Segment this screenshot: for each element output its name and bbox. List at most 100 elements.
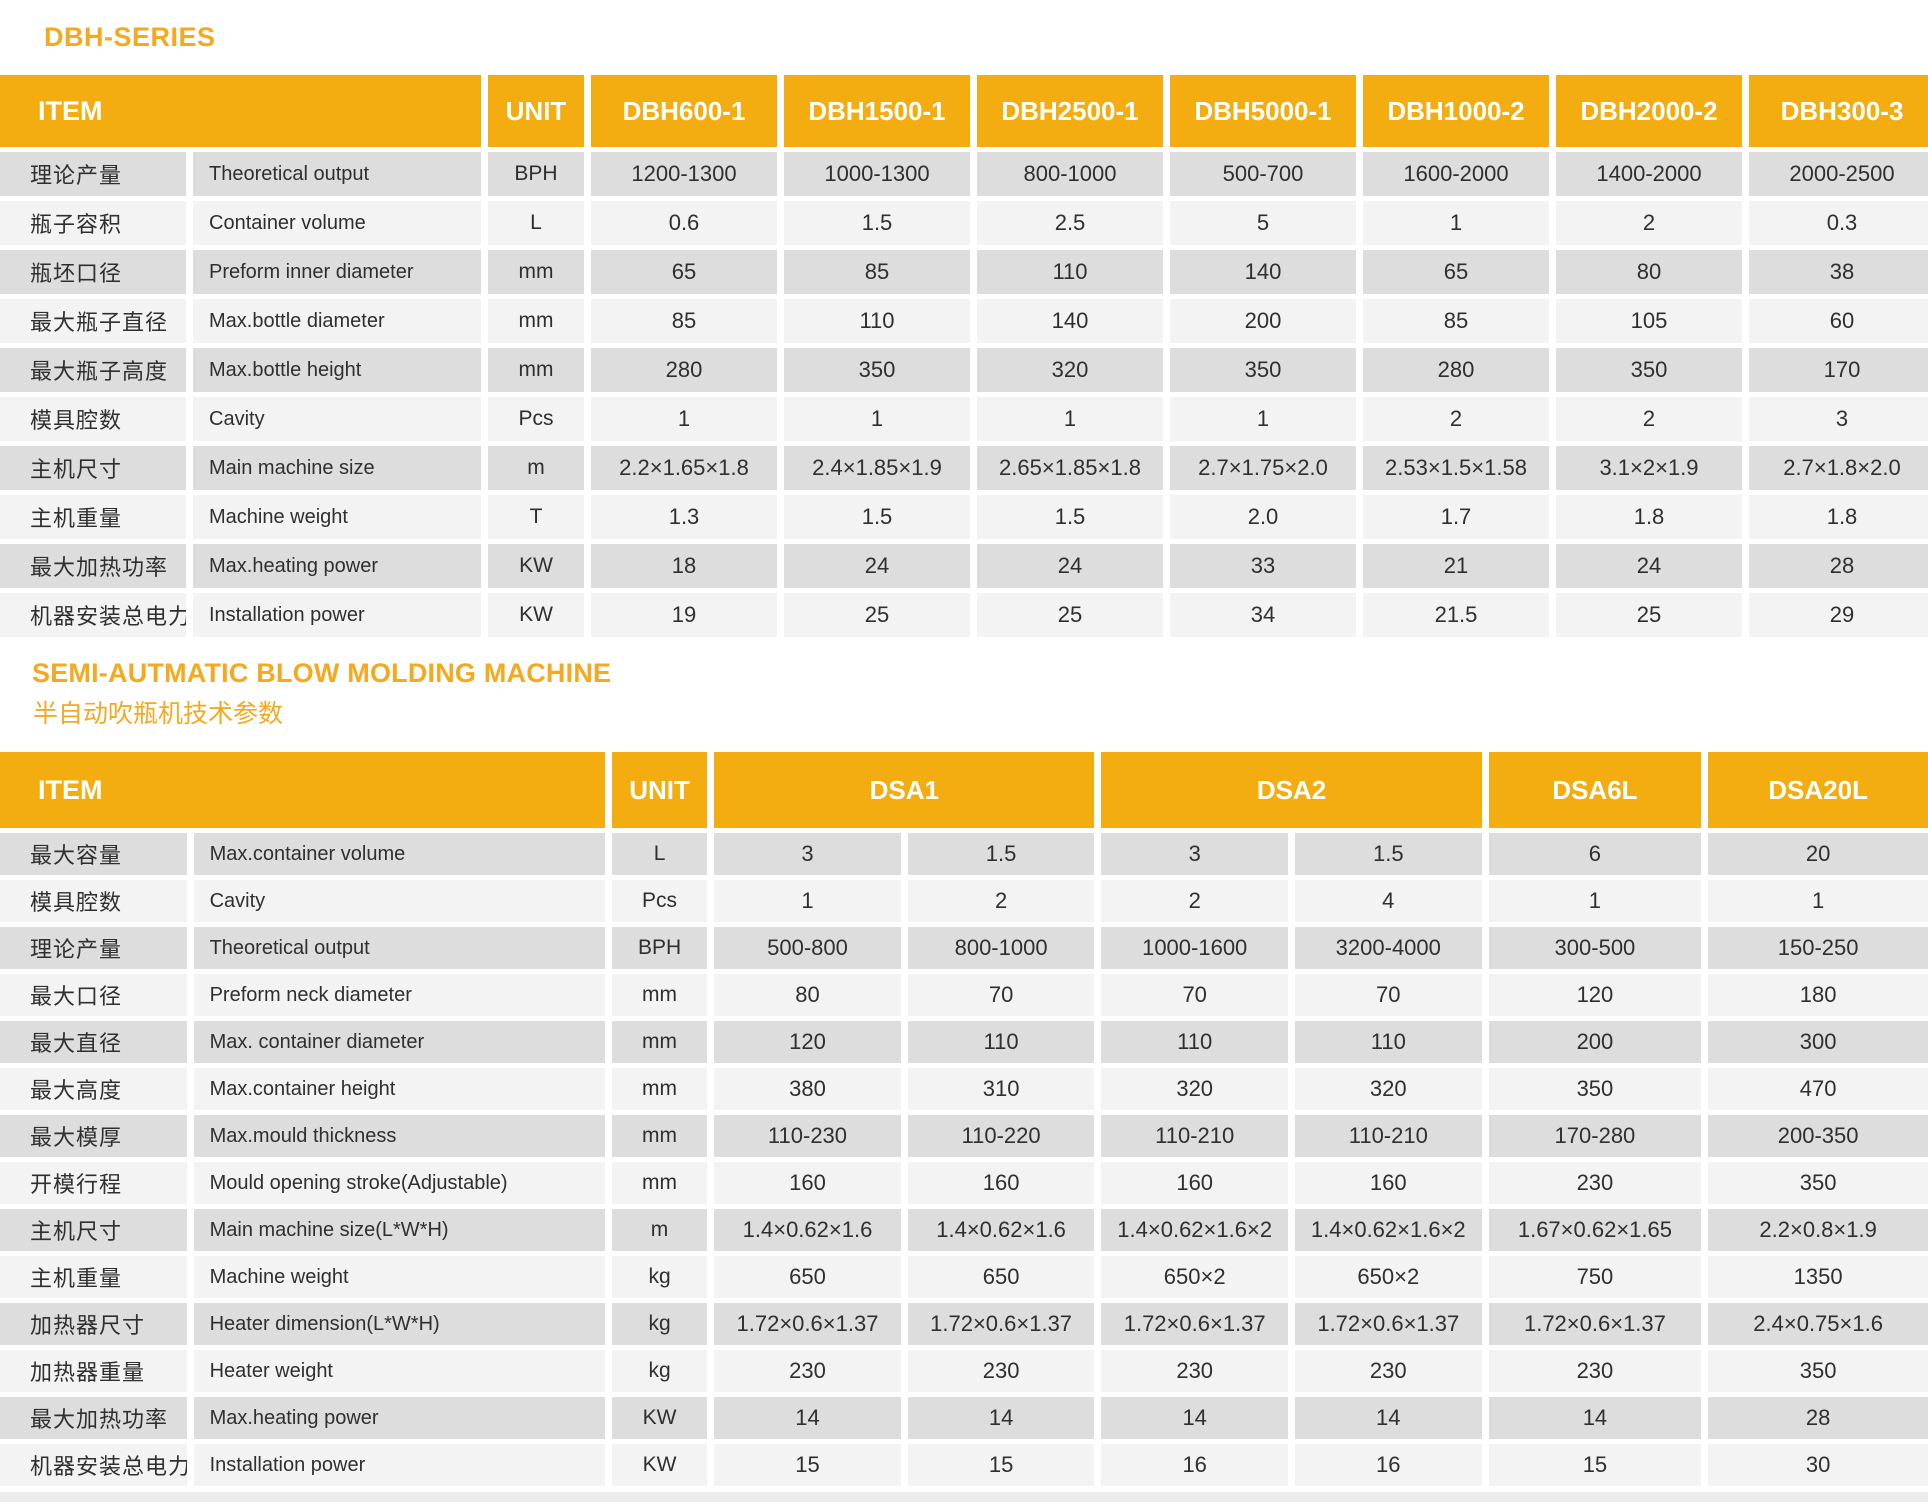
spec-value: 110-230 [714,1115,901,1157]
spec-row: 最大加热功率 Max.heating power KW 18 24 24 33 21 24 28 [0,544,1928,588]
spec-value: 1 [977,397,1163,441]
spec-value: 800-1000 [907,927,1095,969]
spec-value: 2 [1101,880,1288,922]
spec-value: 1.8 [1556,495,1742,539]
spec-value: 19 [591,593,777,637]
table1-body: 理论产量 Theoretical output BPH 1200-1300 1000-1… [0,152,1928,637]
spec-value: 750 [1488,1256,1702,1298]
row-unit: KW [488,593,584,637]
column-header-dsa2: DSA2 [1101,752,1482,828]
spec-value: 140 [977,299,1163,343]
spec-value: 24 [1556,544,1742,588]
spec-value: 18 [591,544,777,588]
row-label-en: Cavity [193,880,605,922]
row-label-cn: 最大口径 [0,974,187,1016]
spec-value: 24 [784,544,970,588]
row-label-en: Machine weight [193,495,481,539]
row-unit: mm [611,1162,708,1204]
table1-header-row: ITEM UNIT DBH600-1 DBH1500-1 DBH2500-1 DBH500… [0,75,1928,147]
spec-row: 主机重量 Machine weight T 1.3 1.5 1.5 2.0 1.7 1.8 1.8 [0,495,1928,539]
column-header-dbh2000-2: DBH2000-2 [1556,75,1742,147]
spec-row: 理论产量 Theoretical output BPH 1200-1300 1000-1… [0,152,1928,196]
row-label-en: Heater weight [193,1350,605,1392]
spec-value: 80 [1556,250,1742,294]
spec-value: 230 [1488,1350,1702,1392]
spec-value: 160 [1294,1162,1482,1204]
row-label-cn: 主机重量 [0,1256,187,1298]
spec-value: 28 [1749,544,1928,588]
row-unit: mm [611,974,708,1016]
row-unit: m [488,446,584,490]
spec-value: 0.3 [1749,201,1928,245]
spec-value: 5 [1170,201,1356,245]
spec-value: 1.67×0.62×1.65 [1488,1209,1702,1251]
row-label-cn: 模具腔数 [0,880,187,922]
spec-value: 110-210 [1294,1115,1482,1157]
spec-value: 2 [1556,397,1742,441]
spec-value: 3 [714,833,901,875]
spec-row: 瓶坯口径 Preform inner diameter mm 65 85 110 140 65… [0,250,1928,294]
spec-value: 1 [1363,201,1549,245]
row-label-cn: 最大容量 [0,833,187,875]
spec-value: 110 [784,299,970,343]
row-label-en: Max.container volume [193,833,605,875]
spec-value: 110 [977,250,1163,294]
spec-value: 310 [907,1068,1095,1110]
spec-value: 14 [1294,1397,1482,1439]
spec-value: 200-350 [1708,1115,1928,1157]
spec-value: 1350 [1708,1256,1928,1298]
spec-value: 110-220 [907,1115,1095,1157]
spec-value: 20 [1708,833,1928,875]
row-unit: mm [488,348,584,392]
spec-value: 300-500 [1488,927,1702,969]
row-label-en: Max.bottle diameter [193,299,481,343]
spec-value: 85 [591,299,777,343]
row-label-en: Max.container height [193,1068,605,1110]
row-label-en: Cavity [193,397,481,441]
spec-value: 24 [977,544,1163,588]
spec-value: 16 [1294,1444,1482,1486]
spec-row: 最大高度 Max.container height mm 380 310 320 320 35… [0,1068,1928,1110]
spec-value: 1.8 [1749,495,1928,539]
table1-title: DBH-SERIES [44,22,216,52]
spec-value: 1.5 [907,833,1095,875]
spec-value: 85 [1363,299,1549,343]
row-label-en: Installation power [193,593,481,637]
spec-value: 15 [714,1444,901,1486]
spec-value: 280 [591,348,777,392]
spec-value: 70 [907,974,1095,1016]
row-label-en: Machine weight [193,1256,605,1298]
spec-row: 理论产量 Theoretical output BPH 500-800 800-1000… [0,927,1928,969]
row-unit: L [611,833,708,875]
spec-value: 1.5 [1294,833,1482,875]
spec-value: 21 [1363,544,1549,588]
spec-value: 1400-2000 [1556,152,1742,196]
spec-value: 230 [907,1350,1095,1392]
row-label-en: Preform neck diameter [193,974,605,1016]
spec-value: 650 [714,1256,901,1298]
spec-row: 主机尺寸 Main machine size(L*W*H) m 1.4×0.62×1.… [0,1209,1928,1251]
row-label-cn: 最大高度 [0,1068,187,1110]
spec-row: 模具腔数 Cavity Pcs 1 2 2 4 1 1 [0,880,1928,922]
table2-header-row: ITEM UNIT DSA1 DSA2 DSA6L DSA20L [0,752,1928,828]
spec-value: 1.5 [977,495,1163,539]
row-label-en: Max.bottle height [193,348,481,392]
spec-value: 1 [784,397,970,441]
row-label-en: Max.mould thickness [193,1115,605,1157]
spec-value: 120 [1488,974,1702,1016]
row-label-cn: 理论产量 [0,927,187,969]
table2-body: 最大容量 Max.container volume L 3 1.5 3 1.5 6 20 模具腔数… [0,833,1928,1486]
row-unit: Pcs [488,397,584,441]
spec-value: 160 [1101,1162,1288,1204]
row-label-en: Theoretical output [193,152,481,196]
spec-value: 2 [1556,201,1742,245]
spec-value: 110 [907,1021,1095,1063]
row-unit: mm [611,1068,708,1110]
column-header-item: ITEM [0,752,605,828]
column-header-dbh2500-1: DBH2500-1 [977,75,1163,147]
column-header-dsa20l: DSA20L [1708,752,1928,828]
spec-value: 2.4×0.75×1.6 [1708,1303,1928,1345]
row-unit: mm [488,250,584,294]
row-label-cn: 最大瓶子高度 [0,348,186,392]
